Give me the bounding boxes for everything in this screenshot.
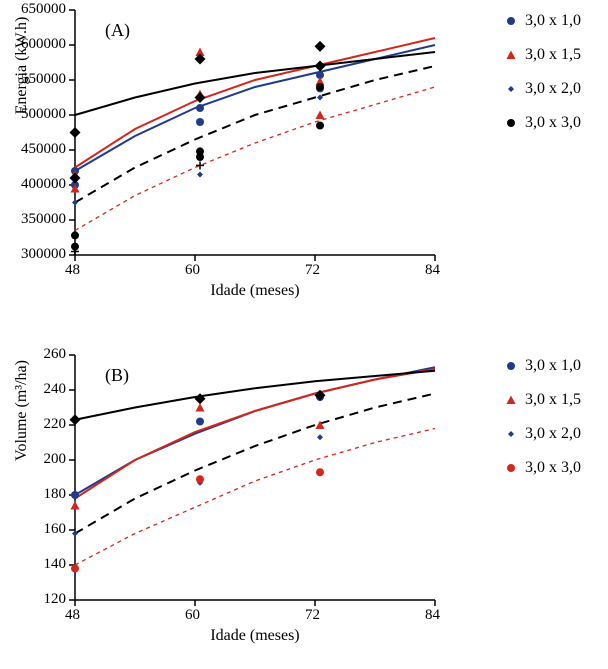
legend-label: 3,0 x 2,0 xyxy=(525,425,581,443)
legend-label: 3,0 x 1,0 xyxy=(525,357,581,375)
chart-a-ytick: 300000 xyxy=(21,246,66,263)
chart-b-xlabel: Idade (meses) xyxy=(75,627,435,645)
chart-b-ytick: 200 xyxy=(44,451,67,468)
chart-b-ytick: 140 xyxy=(44,556,67,573)
legend-marker-icon xyxy=(505,15,517,27)
chart-a-xlabel: Idade (meses) xyxy=(75,282,435,300)
chart-a-panel-letter: (A) xyxy=(105,20,130,41)
chart-b-pt-s5 xyxy=(316,468,324,476)
chart-a-line-dash-red xyxy=(75,87,435,231)
chart-b-pt-s3 xyxy=(317,434,323,440)
chart-b-ytick: 180 xyxy=(44,486,67,503)
chart-a-pt-s5b xyxy=(316,83,324,91)
chart-a-pt-s4b xyxy=(70,173,81,184)
chart-b-ytick: 160 xyxy=(44,521,67,538)
legend-marker-icon xyxy=(505,394,517,406)
legend-label: 3,0 x 1,0 xyxy=(525,12,581,30)
chart-b-xtick: 72 xyxy=(305,607,320,624)
chart-b-line-dash-red xyxy=(75,429,435,566)
chart-b-ytick: 220 xyxy=(44,416,67,433)
legend-marker-icon xyxy=(505,462,517,474)
chart-b-panel-letter: (B) xyxy=(105,365,129,386)
chart-a-pt-s5b xyxy=(196,153,204,161)
chart-b-pt-s2 xyxy=(196,403,205,412)
chart-b-pt-s5 xyxy=(71,565,79,573)
chart-b: (B)48607284120140160180200220240260Idade… xyxy=(75,355,435,600)
legend-marker-icon xyxy=(505,360,517,372)
legend-marker-icon xyxy=(505,49,517,61)
legend-label: 3,0 x 1,5 xyxy=(525,391,581,409)
chart-a-pt-s1b xyxy=(196,118,204,126)
chart-a-pt-plus xyxy=(196,161,204,169)
chart-b-pt-s2 xyxy=(71,501,80,510)
chart-b-xtick: 84 xyxy=(425,607,440,624)
chart-a-legend-item: 3,0 x 1,0 xyxy=(505,12,581,30)
chart-b-legend: 3,0 x 1,0 3,0 x 1,5 3,0 x 2,0 3,0 x 3,0 xyxy=(505,357,581,493)
chart-a-xtick: 84 xyxy=(425,262,440,279)
chart-a-pt-s2b xyxy=(316,111,325,120)
chart-a-legend-item: 3,0 x 2,0 xyxy=(505,80,581,98)
legend-label: 3,0 x 1,5 xyxy=(525,46,581,64)
chart-b-legend-item: 3,0 x 1,5 xyxy=(505,391,581,409)
chart-a-pt-s5 xyxy=(71,231,79,239)
chart-a-pt-s3 xyxy=(197,172,203,178)
chart-b-legend-item: 3,0 x 3,0 xyxy=(505,459,581,477)
legend-marker-icon xyxy=(505,428,517,440)
chart-a-pt-s4b xyxy=(315,61,326,72)
chart-a-xtick: 60 xyxy=(185,262,200,279)
legend-label: 3,0 x 3,0 xyxy=(525,459,581,477)
chart-a-plot xyxy=(75,10,435,255)
chart-b-xtick: 48 xyxy=(65,607,80,624)
chart-a-pt-s1 xyxy=(196,104,204,112)
chart-b-ytick: 260 xyxy=(44,346,67,363)
chart-a-legend-item: 3,0 x 1,5 xyxy=(505,46,581,64)
chart-a: (A)4860728430000035000040000045000050000… xyxy=(75,10,435,255)
chart-b-ylabel: Volume (m³/ha) xyxy=(13,288,31,533)
chart-b-plot xyxy=(75,355,435,600)
chart-a-xtick: 48 xyxy=(65,262,80,279)
chart-b-legend-item: 3,0 x 1,0 xyxy=(505,357,581,375)
chart-b-ytick: 120 xyxy=(44,591,67,608)
chart-a-line-blue xyxy=(75,45,435,171)
chart-a-legend-item: 3,0 x 3,0 xyxy=(505,114,581,132)
chart-a-pt-s4 xyxy=(315,41,326,52)
chart-a-pt-s5 xyxy=(316,122,324,130)
legend-label: 3,0 x 2,0 xyxy=(525,80,581,98)
chart-a-line-black xyxy=(75,52,435,115)
chart-b-xtick: 60 xyxy=(185,607,200,624)
chart-a-xtick: 72 xyxy=(305,262,320,279)
chart-a-ytick: 350000 xyxy=(21,211,66,228)
chart-b-pt-s4 xyxy=(70,414,81,425)
legend-marker-icon xyxy=(505,83,517,95)
legend-label: 3,0 x 3,0 xyxy=(525,114,581,132)
chart-b-line-blue xyxy=(75,367,435,495)
chart-a-pt-s4 xyxy=(70,127,81,138)
chart-b-pt-s1 xyxy=(71,491,79,499)
chart-b-pt-s1 xyxy=(196,418,204,426)
legend-marker-icon xyxy=(505,117,517,129)
chart-b-ytick: 240 xyxy=(44,381,67,398)
chart-a-legend: 3,0 x 1,0 3,0 x 1,5 3,0 x 2,0 3,0 x 3,0 xyxy=(505,12,581,148)
chart-b-pt-s5 xyxy=(196,475,204,483)
chart-a-ylabel: Energia (kW.h) xyxy=(13,0,31,188)
chart-b-legend-item: 3,0 x 2,0 xyxy=(505,425,581,443)
